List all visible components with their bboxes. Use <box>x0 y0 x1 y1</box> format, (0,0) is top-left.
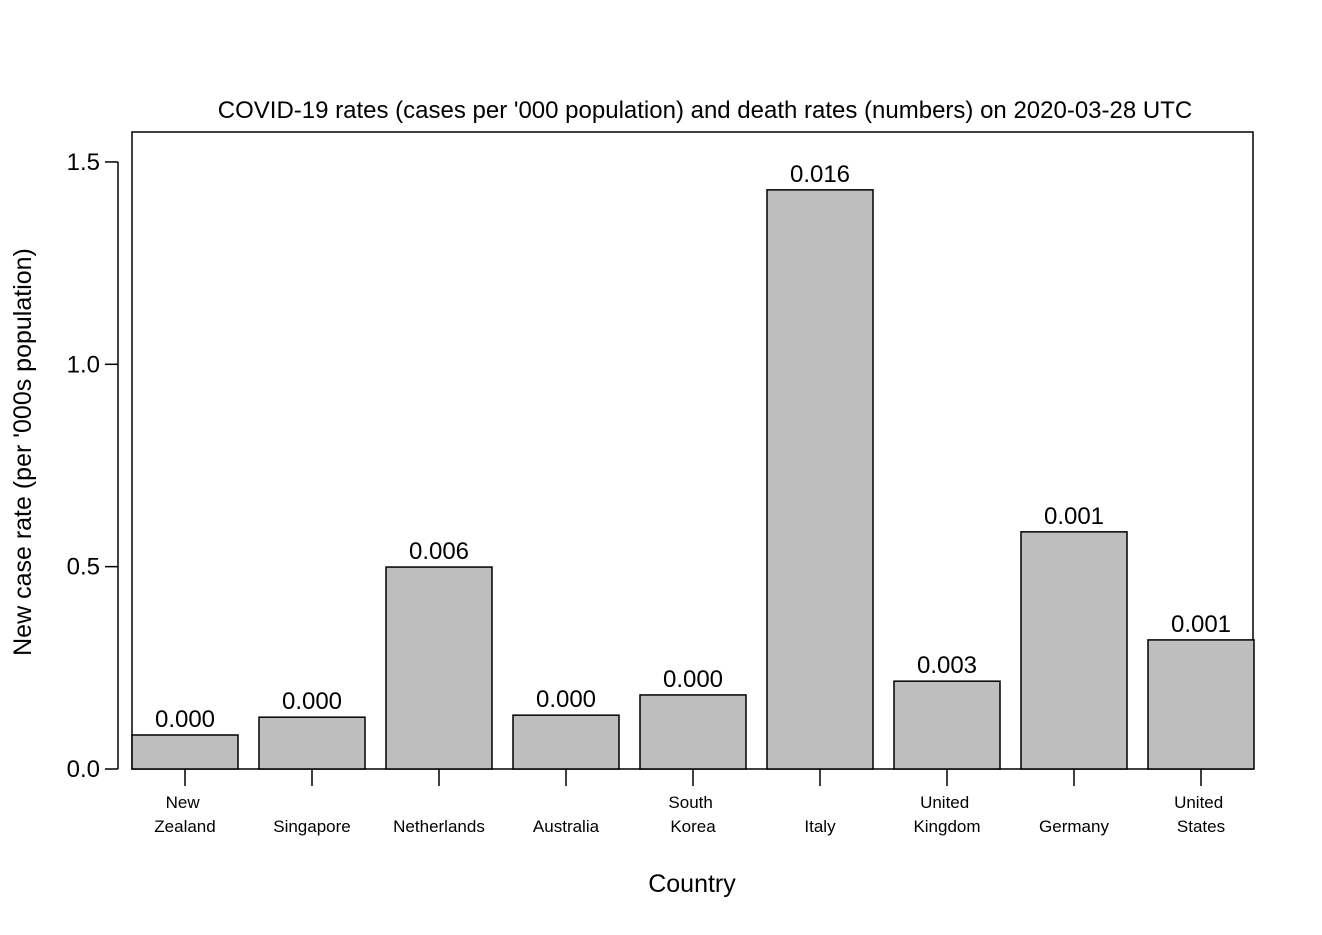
bar-label: 0.016 <box>790 161 850 188</box>
x-tick-label-line: Kingdom <box>913 817 980 836</box>
bar <box>131 734 239 770</box>
y-tick-label: 0.5 <box>67 554 100 581</box>
y-tick-label: 0.0 <box>67 756 100 783</box>
x-axis-title: Country <box>648 870 736 898</box>
y-tick-label: 1.5 <box>67 149 100 176</box>
bar-label: 0.000 <box>282 688 342 715</box>
bar <box>258 716 366 770</box>
bar-label: 0.000 <box>536 686 596 713</box>
bar <box>766 189 874 770</box>
bar <box>893 680 1001 770</box>
x-tick-label-line: United <box>920 793 974 812</box>
x-tick-label-line: South <box>668 793 717 812</box>
y-axis-title: New case rate (per '000s population) <box>9 248 37 656</box>
bar <box>639 694 747 770</box>
bar-label: 0.001 <box>1044 503 1104 530</box>
x-tick-label: United Kingdom <box>913 793 980 836</box>
x-tick-label-line: Korea <box>670 817 716 836</box>
x-tick-label-line: United <box>1174 793 1228 812</box>
chart-title: COVID-19 rates (cases per '000 populatio… <box>218 97 1192 124</box>
x-tick-label: New Zealand <box>154 793 215 836</box>
bar <box>512 714 620 770</box>
bar <box>1020 531 1128 770</box>
x-tick-label: Singapore <box>273 817 351 836</box>
x-tick-label: Netherlands <box>393 817 485 836</box>
bar <box>385 566 493 770</box>
x-tick-label-line: New <box>166 793 205 812</box>
x-tick-label-line: States <box>1177 817 1225 836</box>
x-tick-label: United States <box>1174 793 1228 836</box>
bar-label: 0.000 <box>155 706 215 733</box>
x-tick-label-line: Zealand <box>154 817 215 836</box>
bar-label: 0.003 <box>917 652 977 679</box>
y-tick-label: 1.0 <box>67 351 100 378</box>
bar-label: 0.006 <box>409 538 469 565</box>
x-tick-label: South Korea <box>668 793 717 836</box>
bar-label: 0.000 <box>663 666 723 693</box>
bar-label: 0.001 <box>1171 611 1231 638</box>
x-tick-label: Germany <box>1039 817 1109 836</box>
x-tick-label: Italy <box>804 817 836 836</box>
x-tick-label: Australia <box>533 817 600 836</box>
bar <box>1147 639 1255 770</box>
